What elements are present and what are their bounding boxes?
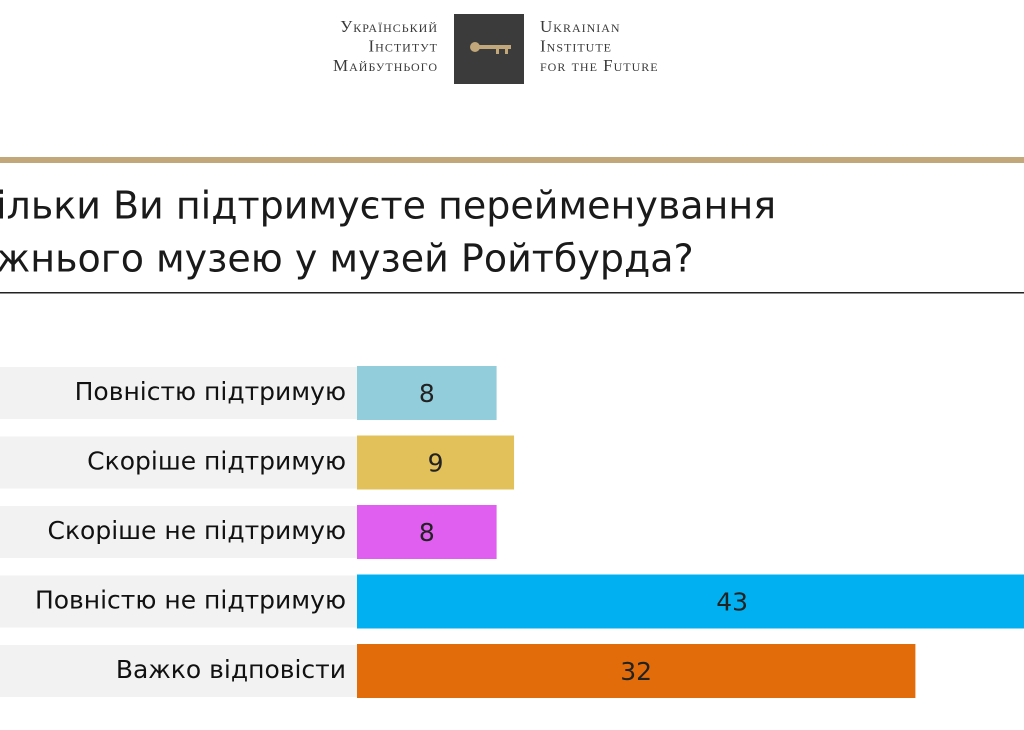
title-rule [0,292,1024,294]
chart-title: ільки Ви підтримуєте перейменування [0,184,776,228]
bar [357,505,497,559]
category-label: Повністю підтримую [75,377,346,406]
top-rule [0,157,1024,163]
chart-title: жнього музею у музей Ройтбурда? [0,237,694,281]
bar [357,366,497,420]
category-band [0,645,357,697]
logo-key [470,42,511,54]
value-label: 8 [419,518,435,547]
category-band [0,575,357,628]
value-label: 9 [428,449,444,478]
category-label: Повністю не підтримую [35,586,346,615]
value-label: 32 [620,657,652,686]
category-band [0,367,357,419]
logo-text: for the Future [540,56,659,75]
logo-text: Майбутнього [333,56,438,75]
logo-text: Інститут [369,36,438,55]
category-label: Скоріше підтримую [87,447,346,476]
value-label: 8 [419,379,435,408]
bar [357,644,916,698]
category-band [0,436,357,489]
bar [357,574,1024,629]
logo-text: Institute [540,36,612,55]
category-band [0,506,357,558]
category-label: Важко відповісти [116,655,346,684]
bar [357,435,515,490]
value-label: 43 [716,588,748,617]
logo-text: Ukrainian [540,17,621,36]
logo-text: Український [340,17,438,36]
category-label: Скоріше не підтримую [48,516,347,545]
